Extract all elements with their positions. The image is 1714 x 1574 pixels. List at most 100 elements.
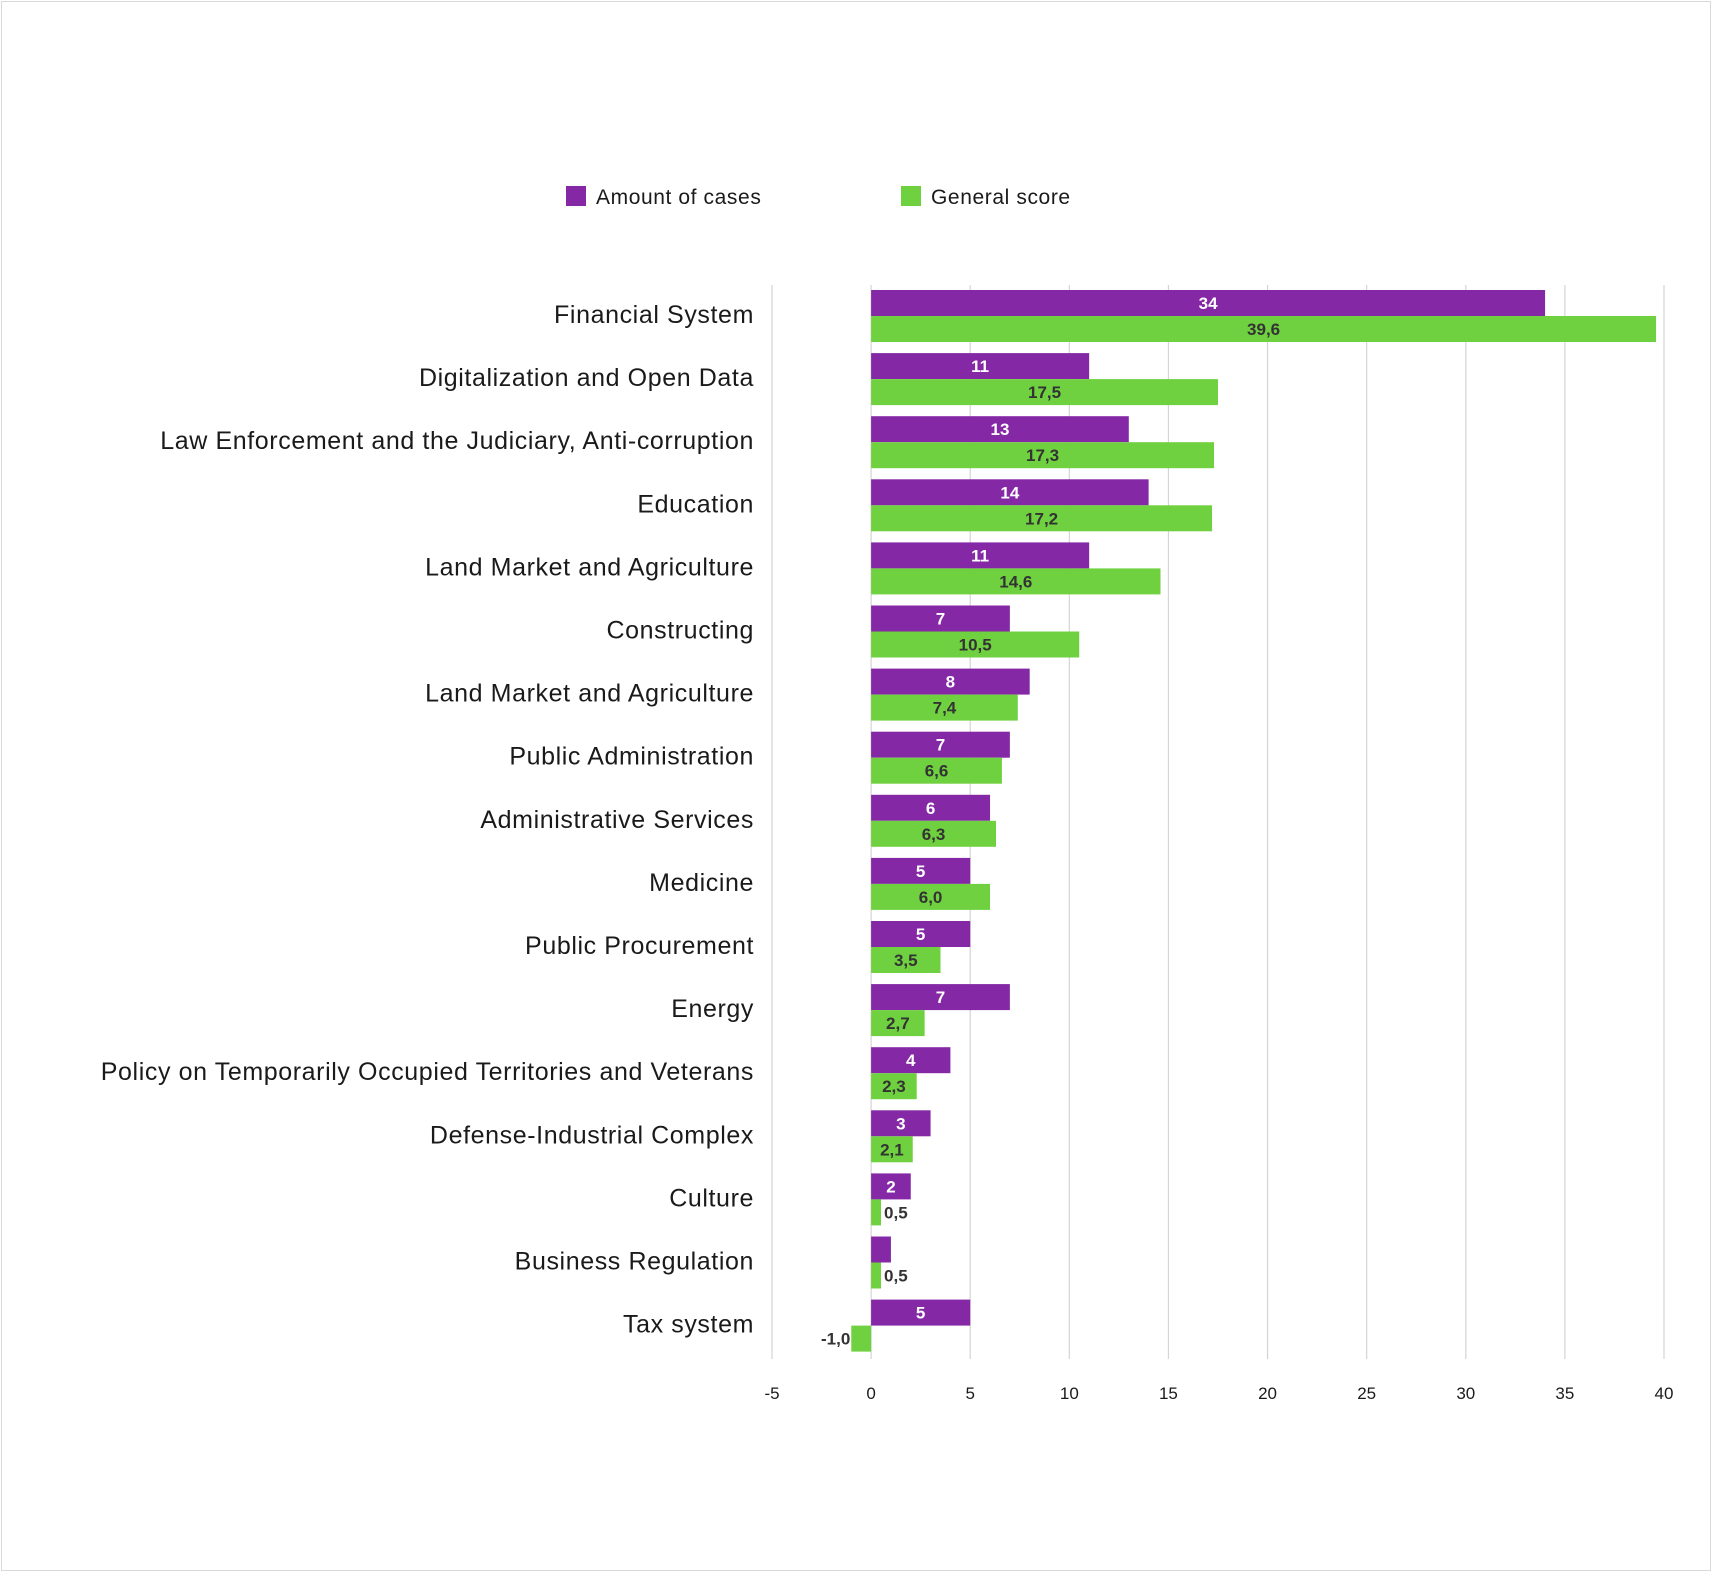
value-label-amount-of-cases: 5 bbox=[916, 925, 925, 944]
value-label-amount-of-cases: 3 bbox=[896, 1114, 905, 1133]
value-label-general-score: 39,6 bbox=[1247, 320, 1280, 339]
value-label-amount-of-cases: 5 bbox=[916, 1304, 925, 1323]
value-label-general-score: 14,6 bbox=[999, 572, 1032, 591]
value-label-general-score: 17,2 bbox=[1025, 509, 1058, 528]
value-label-amount-of-cases: 14 bbox=[1000, 483, 1019, 502]
bar-general-score bbox=[871, 1073, 917, 1100]
category-label: Energy bbox=[671, 995, 754, 1023]
bar-general-score bbox=[871, 694, 1018, 721]
value-label-amount-of-cases: 7 bbox=[936, 988, 945, 1007]
x-tick-label: 0 bbox=[866, 1384, 875, 1403]
x-tick-label: 10 bbox=[1060, 1384, 1079, 1403]
bar-general-score bbox=[871, 568, 1161, 595]
bar-general-score bbox=[871, 820, 996, 847]
bar-general-score bbox=[851, 1325, 872, 1352]
category-label: Land Market and Agriculture bbox=[425, 553, 754, 581]
legend: Amount of cases General score bbox=[566, 186, 1071, 209]
value-label-general-score: 2,3 bbox=[882, 1077, 906, 1096]
bar-amount-of-cases bbox=[871, 542, 1090, 569]
bars: 3439,61117,51317,31417,21114,6710,587,47… bbox=[821, 290, 1657, 1352]
bar-amount-of-cases bbox=[871, 1173, 911, 1200]
bar-amount-of-cases bbox=[871, 353, 1090, 380]
value-label-amount-of-cases: 34 bbox=[1199, 294, 1218, 313]
bar-amount-of-cases bbox=[871, 857, 971, 884]
value-label-amount-of-cases: 11 bbox=[971, 546, 989, 565]
x-tick-label: 15 bbox=[1159, 1384, 1178, 1403]
value-label-general-score: 0,5 bbox=[884, 1203, 908, 1222]
bar-general-score bbox=[871, 1136, 913, 1163]
value-label-amount-of-cases: 11 bbox=[971, 357, 989, 376]
category-label: Public Procurement bbox=[525, 932, 754, 960]
category-labels: Financial System Digitalization and Open … bbox=[101, 301, 754, 1339]
value-label-amount-of-cases: 4 bbox=[906, 1051, 916, 1070]
bar-general-score bbox=[871, 1010, 925, 1037]
value-label-amount-of-cases: 13 bbox=[990, 420, 1009, 439]
bar-general-score bbox=[871, 442, 1215, 469]
value-label-general-score: 17,3 bbox=[1026, 446, 1059, 465]
x-tick-label: 40 bbox=[1655, 1384, 1674, 1403]
legend-swatch-1 bbox=[566, 186, 586, 206]
x-tick-label: 5 bbox=[965, 1384, 974, 1403]
value-label-general-score: 17,5 bbox=[1028, 383, 1061, 402]
bar-general-score bbox=[871, 379, 1218, 406]
x-tick-label: 25 bbox=[1357, 1384, 1376, 1403]
value-label-amount-of-cases: 2 bbox=[886, 1177, 895, 1196]
x-axis-ticks: -5 0 5 10 15 20 25 30 35 40 bbox=[764, 1384, 1673, 1403]
x-tick-label: -5 bbox=[764, 1384, 779, 1403]
bar-amount-of-cases bbox=[871, 984, 1010, 1011]
value-label-amount-of-cases: 5 bbox=[916, 862, 925, 881]
bar-general-score bbox=[871, 505, 1213, 532]
bar-amount-of-cases bbox=[871, 605, 1010, 632]
bar-general-score bbox=[871, 757, 1002, 784]
value-label-amount-of-cases: 1 bbox=[894, 1241, 903, 1260]
bar-general-score bbox=[871, 316, 1657, 342]
legend-label-1: Amount of cases bbox=[596, 186, 761, 209]
category-label: Medicine bbox=[649, 869, 754, 897]
bar-general-score bbox=[871, 1262, 882, 1289]
x-tick-label: 30 bbox=[1456, 1384, 1475, 1403]
category-label: Tax system bbox=[623, 1311, 754, 1339]
value-label-general-score: 2,7 bbox=[886, 1014, 910, 1033]
value-label-general-score: 7,4 bbox=[933, 699, 957, 718]
value-label-general-score: -1,0 bbox=[821, 1330, 850, 1349]
category-label: Financial System bbox=[554, 301, 754, 329]
category-label: Business Regulation bbox=[515, 1248, 754, 1276]
bar-amount-of-cases bbox=[871, 921, 971, 947]
value-label-general-score: 2,1 bbox=[880, 1140, 904, 1159]
x-tick-label: 35 bbox=[1555, 1384, 1574, 1403]
category-label: Culture bbox=[669, 1184, 754, 1212]
bar-amount-of-cases bbox=[871, 794, 991, 821]
category-label: Education bbox=[637, 490, 754, 518]
category-label: Public Administration bbox=[509, 743, 754, 771]
value-label-amount-of-cases: 8 bbox=[946, 673, 955, 692]
legend-label-2: General score bbox=[931, 186, 1071, 209]
value-label-amount-of-cases: 6 bbox=[926, 799, 935, 818]
category-label: Law Enforcement and the Judiciary, Anti-… bbox=[160, 427, 754, 455]
category-label: Defense-Industrial Complex bbox=[430, 1121, 754, 1149]
bar-general-score bbox=[871, 947, 941, 973]
value-label-general-score: 0,5 bbox=[884, 1267, 908, 1286]
category-label: Policy on Temporarily Occupied Territori… bbox=[101, 1058, 754, 1086]
bar-amount-of-cases bbox=[871, 731, 1010, 758]
bar-general-score bbox=[871, 1199, 882, 1226]
value-label-general-score: 10,5 bbox=[959, 636, 992, 655]
category-label: Constructing bbox=[606, 617, 754, 645]
bar-amount-of-cases bbox=[871, 1236, 891, 1263]
legend-swatch-2 bbox=[901, 186, 921, 206]
value-label-amount-of-cases: 7 bbox=[936, 736, 945, 755]
bar-amount-of-cases bbox=[871, 1047, 951, 1074]
bar-amount-of-cases bbox=[871, 479, 1149, 506]
value-label-amount-of-cases: 7 bbox=[936, 610, 945, 629]
bar-general-score bbox=[871, 883, 991, 910]
category-label: Digitalization and Open Data bbox=[419, 364, 754, 392]
category-label: Land Market and Agriculture bbox=[425, 680, 754, 708]
value-label-general-score: 6,0 bbox=[919, 888, 943, 907]
bar-amount-of-cases bbox=[871, 290, 1546, 316]
bar-amount-of-cases bbox=[871, 1110, 931, 1137]
x-tick-label: 20 bbox=[1258, 1384, 1277, 1403]
category-label: Administrative Services bbox=[480, 806, 754, 834]
bar-amount-of-cases bbox=[871, 668, 1030, 695]
value-label-general-score: 6,6 bbox=[925, 762, 949, 781]
